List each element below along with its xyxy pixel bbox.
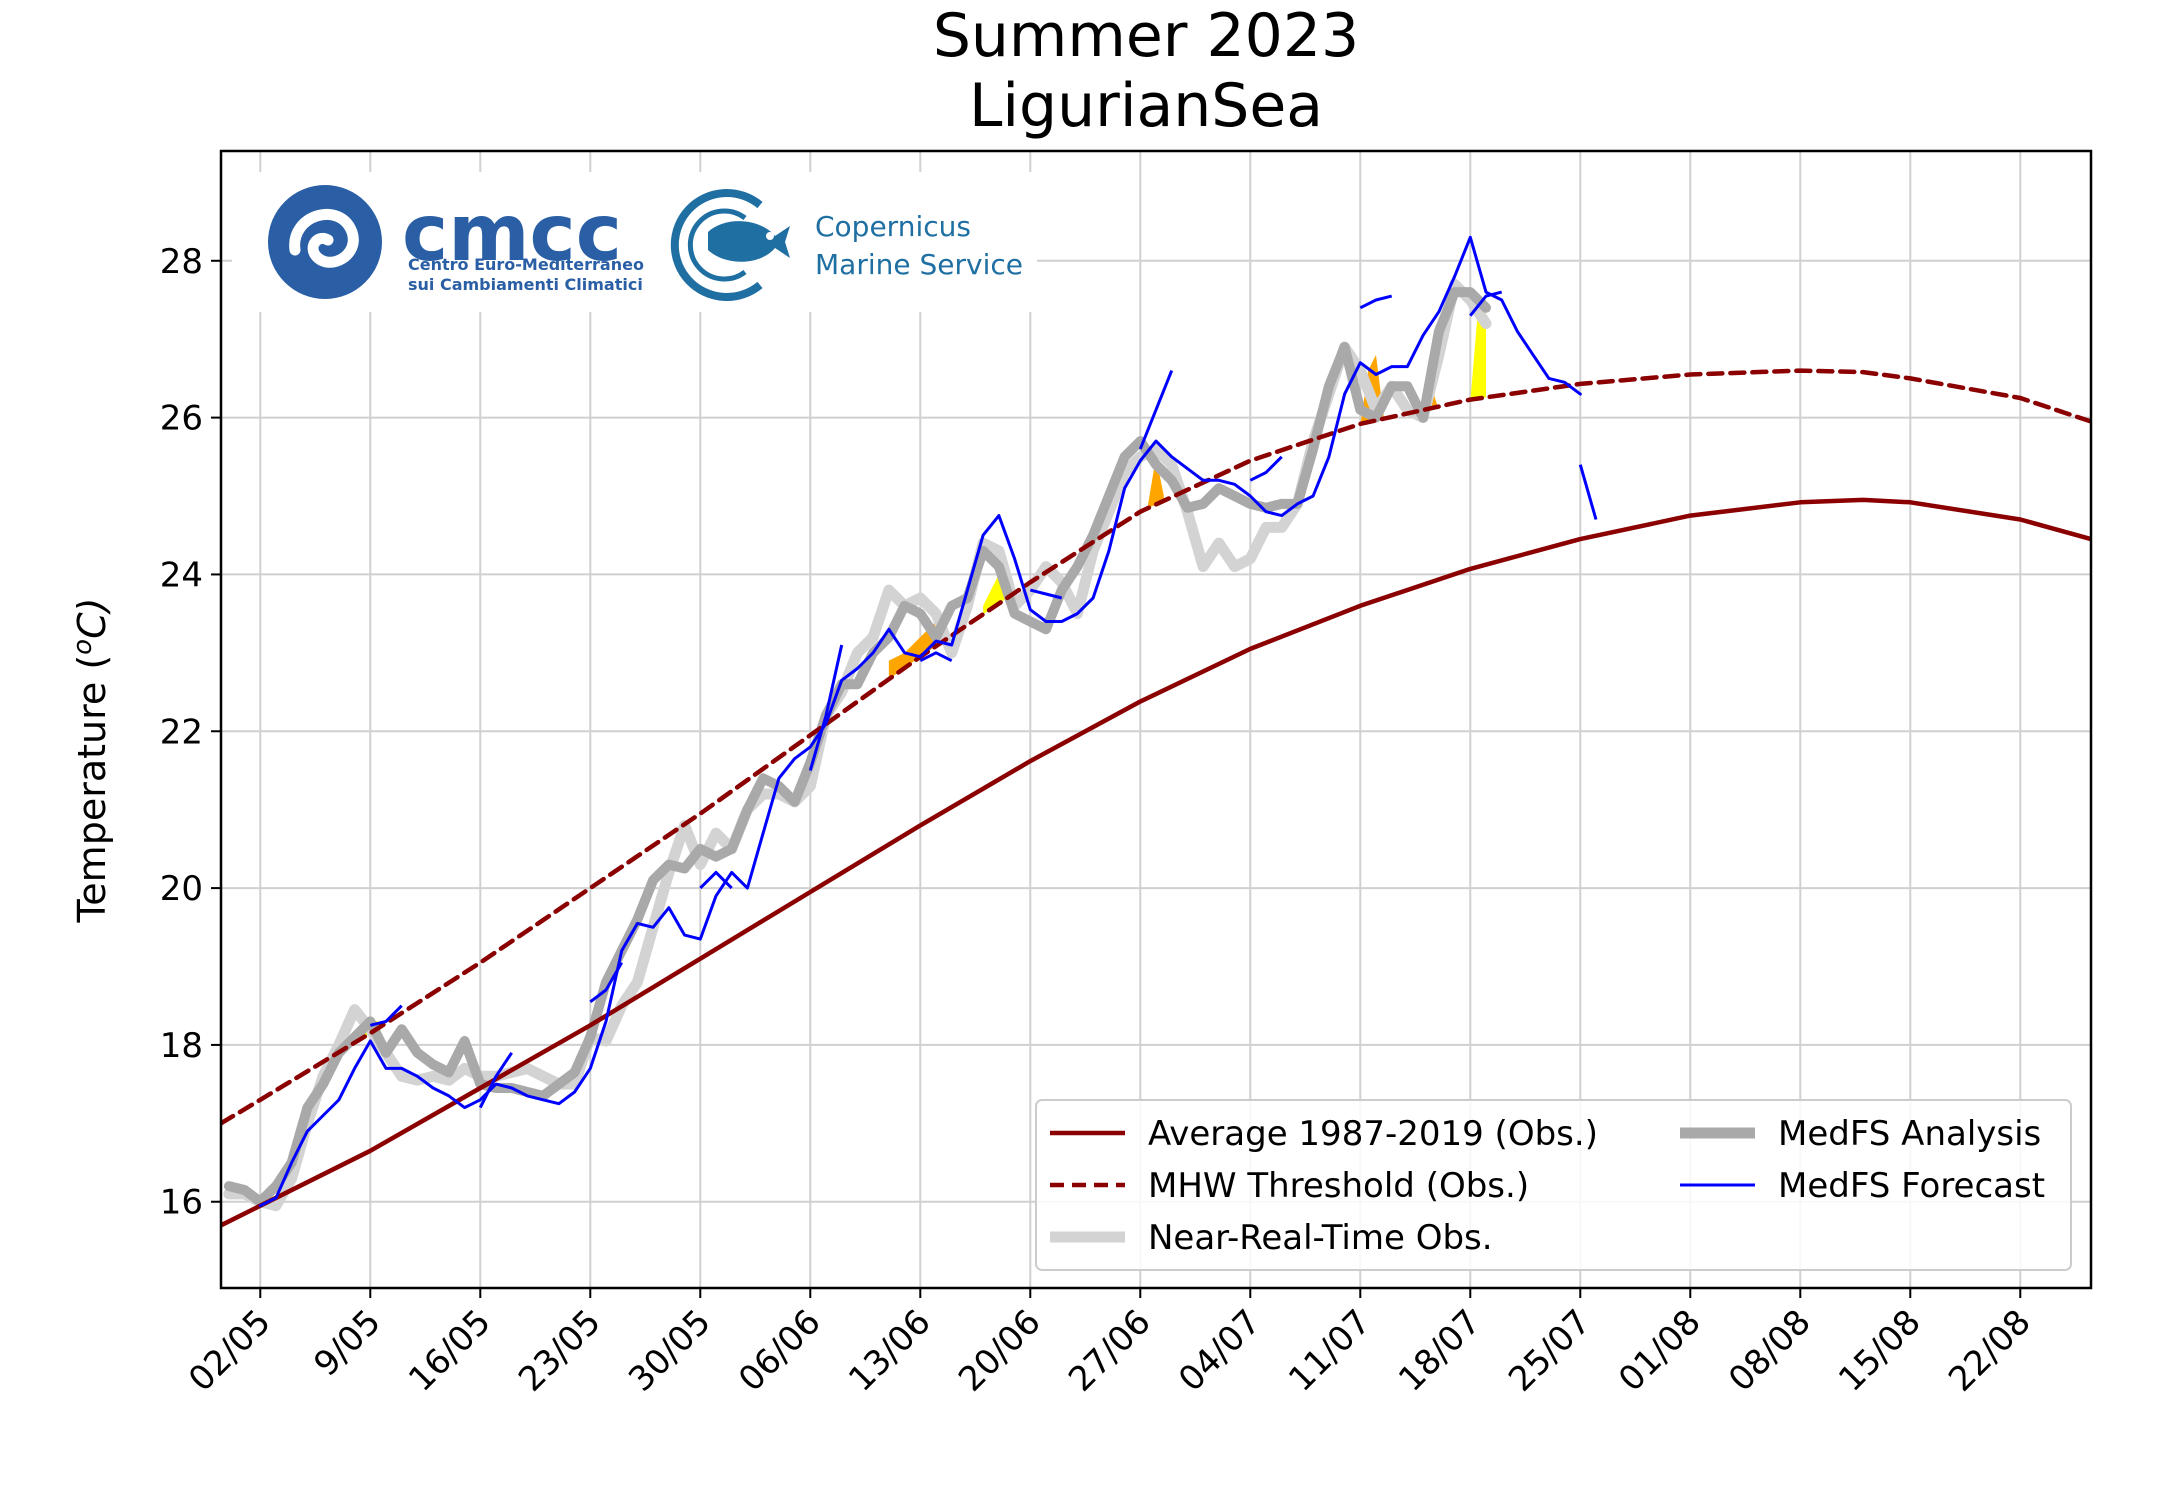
legend-label-analysis: MedFS Analysis	[1778, 1114, 2041, 1154]
x-tick-label: 18/07	[1391, 1302, 1489, 1400]
x-tick-label: 23/05	[511, 1302, 609, 1400]
forecast-segment-line	[919, 651, 953, 663]
x-tick-label: 01/08	[1611, 1302, 1709, 1400]
y-tick-label: 16	[160, 1183, 203, 1223]
y-tick-label: 18	[160, 1026, 203, 1066]
legend-label-forecast: MedFS Forecast	[1778, 1166, 2045, 1206]
copernicus-logo: Copernicus Marine Service	[670, 189, 1023, 301]
copernicus-line1: Copernicus	[815, 210, 971, 243]
fish-icon	[708, 221, 790, 262]
average-line	[221, 497, 2091, 1228]
chart-title: Summer 2023	[933, 1, 1359, 71]
x-tick-label: 15/08	[1831, 1302, 1929, 1400]
forecast-segment-line	[1578, 464, 1598, 520]
forecast-segment-line	[1469, 290, 1503, 317]
forecast-segment-line	[1359, 294, 1393, 310]
x-tick-label: 08/08	[1721, 1302, 1819, 1400]
y-tick-label: 20	[160, 869, 203, 909]
legend-label-threshold: MHW Threshold (Obs.)	[1148, 1166, 1529, 1206]
mhw-threshold-line	[221, 368, 2091, 1126]
x-tick-label: 04/07	[1171, 1302, 1269, 1400]
nrt-obs-line	[223, 278, 1492, 1212]
y-tick-label: 24	[160, 555, 203, 595]
y-tick-label: 28	[160, 242, 203, 282]
forecast-segment-line	[1249, 455, 1283, 482]
cmcc-wordmark: cmcc	[402, 189, 622, 279]
forecast-segment-line	[1029, 588, 1063, 600]
x-tick-label: 27/06	[1061, 1302, 1159, 1400]
forecast-segment-line	[699, 870, 733, 890]
medfs-forecast-line	[258, 235, 1582, 1208]
x-tick-label: 13/06	[841, 1302, 939, 1400]
series-lines	[221, 235, 2091, 1228]
mhw-fill-area	[983, 574, 1015, 615]
logo-panel: cmcc Centro Euro-Mediterraneo sui Cambia…	[232, 172, 1037, 312]
y-axis-label: Temperature (oC)	[68, 598, 114, 924]
x-tick-label: 20/06	[951, 1302, 1049, 1400]
cmcc-line2: sui Cambiamenti Climatici	[408, 275, 643, 294]
x-tick-label: 16/05	[401, 1302, 499, 1400]
medfs-analysis-line	[223, 287, 1491, 1207]
y-tick-label: 26	[160, 399, 203, 439]
forecast-segment-line	[369, 1004, 403, 1027]
legend-label-nrt: Near-Real-Time Obs.	[1148, 1218, 1493, 1258]
x-tick-label: 06/06	[731, 1302, 829, 1400]
x-tick-label: 22/08	[1941, 1302, 2039, 1400]
forecast-segment-line	[478, 1051, 513, 1109]
mhw-fill-area	[1148, 456, 1164, 509]
forecast-segment-line	[808, 644, 844, 771]
y-tick-label: 22	[160, 712, 203, 752]
x-tick-label: 25/07	[1501, 1302, 1599, 1400]
chart-subtitle: LigurianSea	[969, 71, 1323, 141]
forecast-segment-line	[1138, 370, 1174, 450]
forecast-segment-line	[589, 961, 624, 1003]
legend-label-average: Average 1987-2019 (Obs.)	[1148, 1114, 1598, 1154]
cmcc-line1: Centro Euro-Mediterraneo	[408, 255, 644, 274]
x-tick-label: 30/05	[621, 1302, 719, 1400]
mhw-fill-area	[888, 621, 936, 680]
copernicus-line2: Marine Service	[815, 248, 1023, 281]
legend: Average 1987-2019 (Obs.) MHW Threshold (…	[1035, 1099, 2072, 1271]
plot-frame	[219, 149, 2093, 1290]
x-tick-label: 02/05	[181, 1302, 279, 1400]
x-tick-label: 11/07	[1281, 1302, 1379, 1400]
cmcc-logo: cmcc Centro Euro-Mediterraneo sui Cambia…	[268, 185, 644, 299]
x-tick-label: 9/05	[306, 1302, 388, 1384]
